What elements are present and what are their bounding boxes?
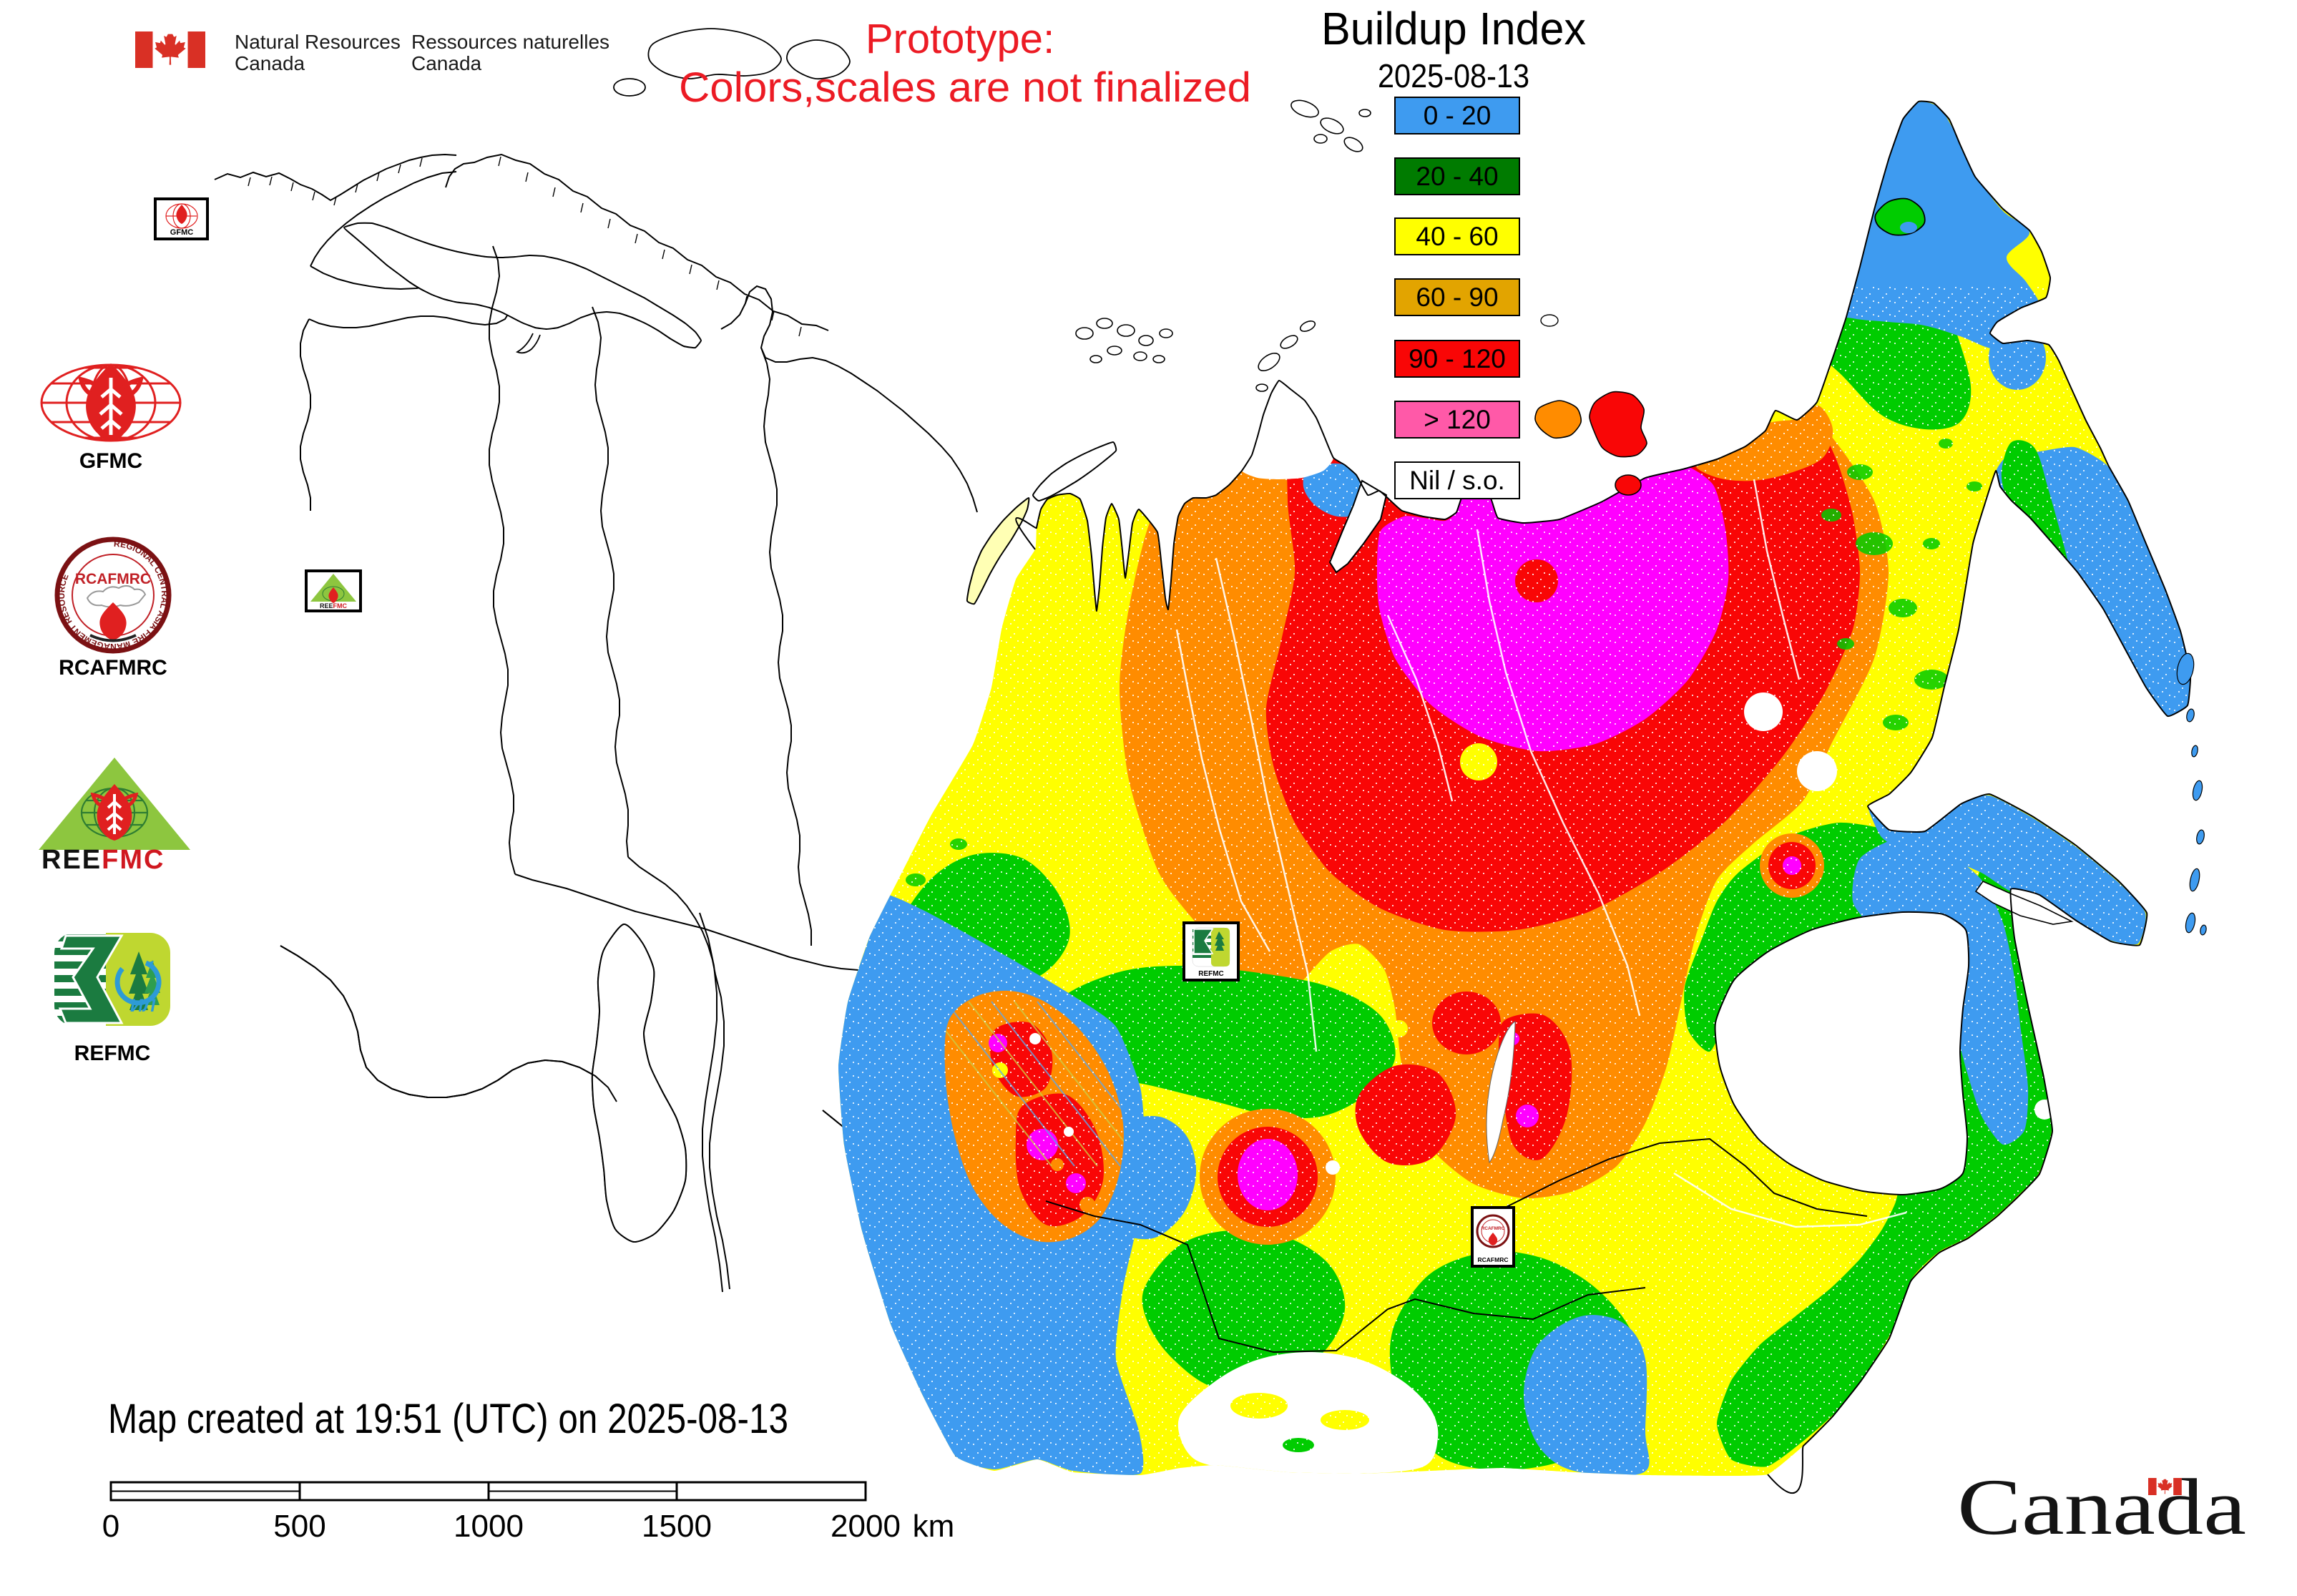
- svg-text:Ressources naturelles: Ressources naturelles: [411, 31, 609, 53]
- svg-text:Natural Resources: Natural Resources: [235, 31, 401, 53]
- svg-text:Nil / s.o.: Nil / s.o.: [1409, 466, 1505, 495]
- svg-text:REEFMC: REEFMC: [320, 602, 348, 609]
- svg-text:RCAFMRC: RCAFMRC: [1481, 1226, 1505, 1231]
- svg-text:Colors,scales are not finalize: Colors,scales are not finalized: [679, 64, 1251, 111]
- svg-text:Buildup Index: Buildup Index: [1321, 3, 1586, 54]
- svg-text:40 - 60: 40 - 60: [1416, 222, 1498, 251]
- svg-text:2025-08-13: 2025-08-13: [1378, 57, 1529, 94]
- svg-text:Canada: Canada: [235, 52, 305, 74]
- svg-text:REEFMC: REEFMC: [41, 845, 165, 875]
- svg-text:ИЛ: ИЛ: [130, 996, 156, 1016]
- svg-text:> 120: > 120: [1424, 405, 1491, 434]
- svg-text:90 - 120: 90 - 120: [1409, 344, 1506, 373]
- svg-text:GFMC: GFMC: [170, 228, 193, 237]
- svg-text:60 - 90: 60 - 90: [1416, 283, 1498, 312]
- svg-text:GFMC: GFMC: [79, 449, 142, 473]
- svg-text:Canada: Canada: [411, 52, 482, 74]
- svg-text:20 - 40: 20 - 40: [1416, 162, 1498, 191]
- svg-text:RCAFMRC: RCAFMRC: [75, 571, 151, 587]
- svg-text:Prototype:: Prototype:: [866, 16, 1054, 62]
- svg-text:0: 0: [102, 1509, 119, 1544]
- svg-text:RCAFMRC: RCAFMRC: [1478, 1256, 1509, 1263]
- svg-text:Map created at 19:51 (UTC) on: Map created at 19:51 (UTC) on 2025-08-13: [108, 1396, 788, 1442]
- svg-text:REFMC: REFMC: [74, 1042, 151, 1065]
- svg-text:1000: 1000: [454, 1509, 524, 1544]
- svg-text:500: 500: [273, 1509, 325, 1544]
- svg-text:REFMC: REFMC: [1198, 970, 1224, 978]
- svg-text:1500: 1500: [642, 1509, 712, 1544]
- svg-text:2000: 2000: [831, 1509, 901, 1544]
- svg-text:0 - 20: 0 - 20: [1424, 101, 1492, 130]
- svg-text:RCAFMRC: RCAFMRC: [59, 656, 167, 680]
- svg-text:Canada: Canada: [1957, 1463, 2246, 1552]
- svg-text:km: km: [913, 1509, 955, 1544]
